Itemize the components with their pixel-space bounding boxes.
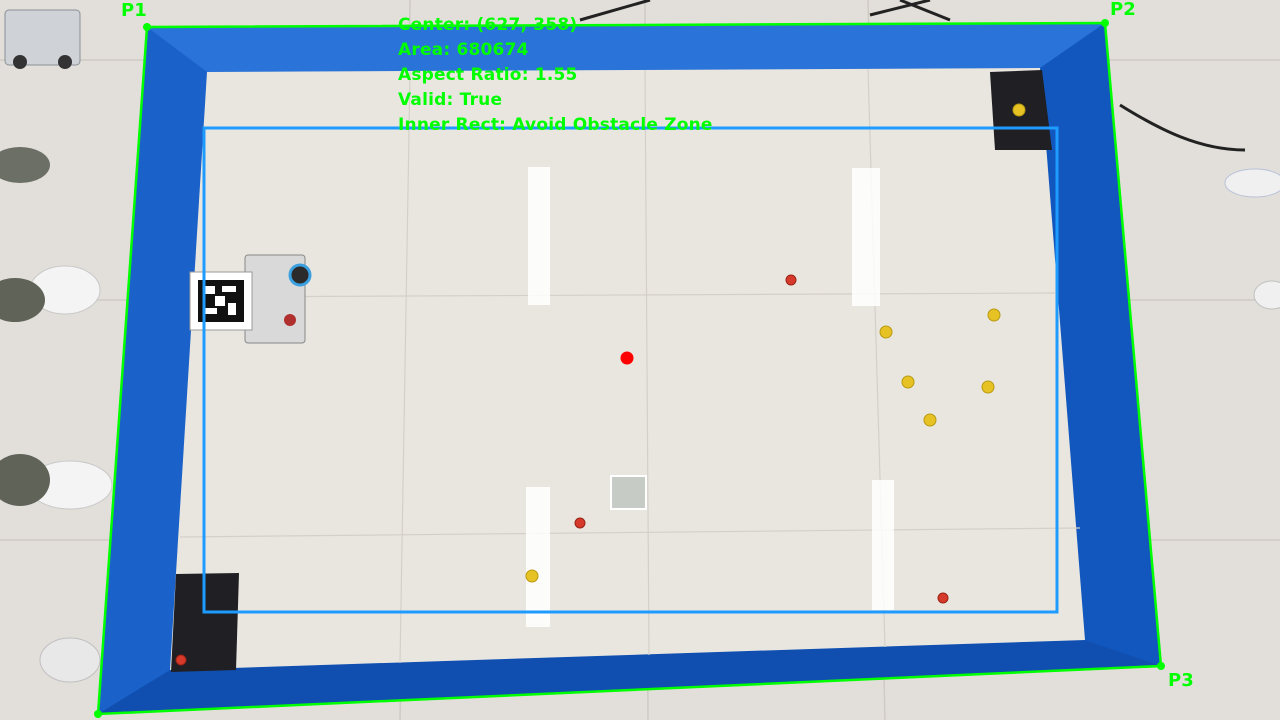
- start-pad-bottom-left: [171, 573, 239, 672]
- corner-point-p3: [1157, 662, 1165, 670]
- aspect-ratio-readout: Aspect Ratio: 1.55: [398, 65, 578, 85]
- valid-readout: Valid: True: [398, 90, 503, 110]
- corner-point-p2: [1101, 19, 1109, 27]
- center-marker: [620, 351, 634, 365]
- floor-cables: [579, 0, 1246, 152]
- arena-floor: [170, 68, 1085, 670]
- obstacles: [175, 103, 1026, 666]
- floor-patch: [610, 475, 647, 510]
- bystander-shoes: [0, 147, 1280, 683]
- arena-wall-right: [1040, 23, 1161, 666]
- light-reflections: [526, 167, 894, 627]
- robot-with-aruco-marker: [189, 254, 312, 344]
- corner-point-p4: [94, 710, 102, 718]
- corner-point-p1: [143, 23, 151, 31]
- robot-parts-corner: [4, 9, 81, 69]
- inner-rect-readout: Inner Rect: Avoid Obstacle Zone: [398, 115, 713, 135]
- arena-wall-bottom: [98, 640, 1161, 714]
- arena-tile-lines: [179, 68, 1081, 664]
- arena-wall-top: [147, 23, 1105, 72]
- center-readout: Center: (627, 358): [398, 15, 578, 35]
- corner-label-p3: P3: [1168, 670, 1194, 691]
- corner-label-p2: P2: [1110, 0, 1136, 20]
- inner-rect-avoid-zone: [202, 126, 1059, 614]
- area-readout: Area: 680674: [398, 40, 529, 60]
- corner-label-p1: P1: [121, 0, 147, 21]
